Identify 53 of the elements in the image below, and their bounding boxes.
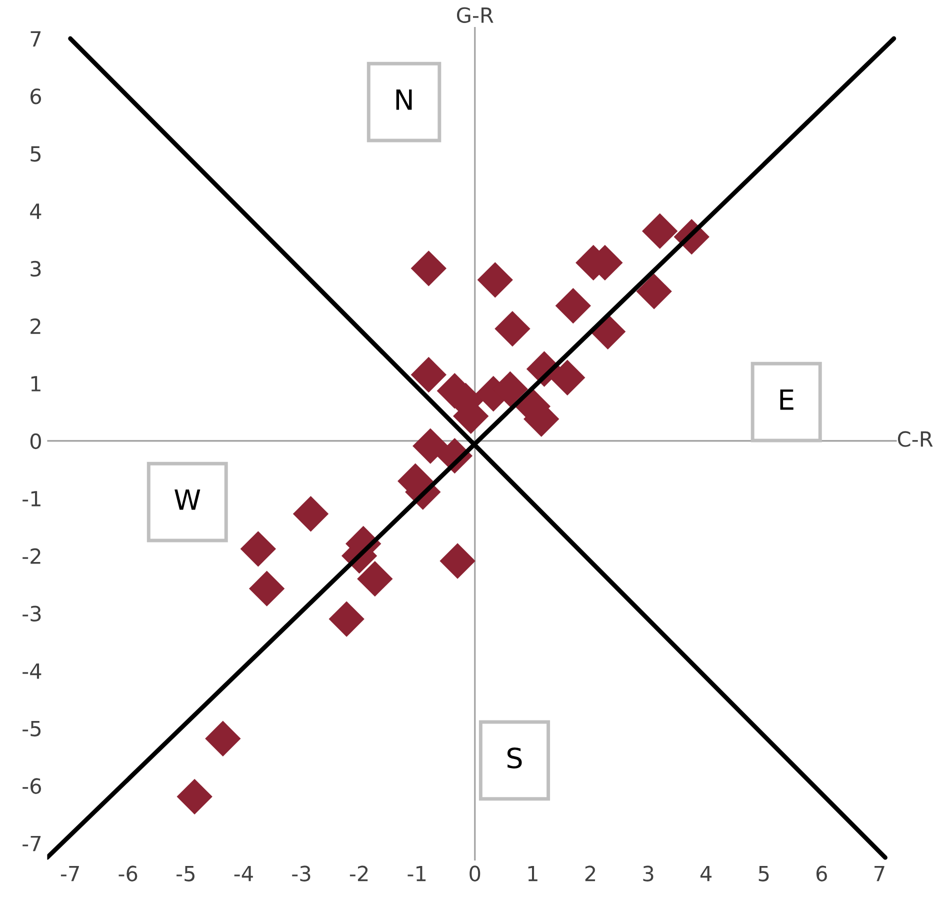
y-tick-label: -7 bbox=[22, 836, 41, 852]
x-tick-label: -3 bbox=[292, 866, 310, 882]
x-tick-label: 4 bbox=[700, 866, 712, 882]
point bbox=[477, 262, 513, 298]
point bbox=[248, 570, 285, 606]
point bbox=[550, 360, 586, 396]
y-tick-label: 2 bbox=[30, 318, 40, 334]
y-tick-label: -6 bbox=[22, 778, 42, 794]
y-tick-label: 3 bbox=[30, 260, 41, 277]
y-tick-label: 6 bbox=[30, 88, 42, 104]
annotation: N bbox=[396, 89, 412, 110]
point bbox=[410, 356, 446, 393]
x-tick-label: 5 bbox=[758, 866, 769, 882]
point bbox=[205, 720, 241, 756]
point bbox=[410, 250, 446, 286]
x-tick-label: -2 bbox=[350, 866, 368, 882]
y-tick-label: 0 bbox=[30, 433, 41, 450]
point bbox=[642, 213, 678, 249]
point bbox=[440, 543, 476, 579]
annotation: W bbox=[174, 489, 200, 510]
x-tick-label: 2 bbox=[585, 866, 596, 882]
x-tick-label: -6 bbox=[118, 866, 138, 882]
point bbox=[240, 531, 276, 567]
point bbox=[292, 496, 329, 532]
x-tick-label: 1 bbox=[528, 866, 538, 882]
point bbox=[357, 560, 393, 597]
ref-line-label: C-R bbox=[898, 431, 933, 447]
annotation: S bbox=[507, 747, 522, 769]
y-tick-label: 7 bbox=[30, 31, 41, 46]
y-tick-label: -1 bbox=[22, 491, 40, 506]
x-tick-label: -5 bbox=[176, 866, 194, 882]
x-tick-label: -4 bbox=[234, 866, 253, 882]
point bbox=[636, 274, 672, 310]
x-tick-label: 7 bbox=[874, 866, 884, 882]
y-tick-label: 5 bbox=[30, 146, 41, 162]
y-tick-label: 4 bbox=[30, 204, 42, 219]
x-tick-label: -1 bbox=[408, 866, 426, 882]
y-tick-label: 1 bbox=[31, 376, 40, 392]
point bbox=[555, 288, 591, 324]
x-tick-label: 0 bbox=[470, 866, 480, 882]
ref-line-label: G-R bbox=[456, 7, 494, 23]
point bbox=[412, 428, 448, 464]
annotation: E bbox=[780, 389, 794, 410]
y-tick-label: -4 bbox=[22, 664, 42, 679]
y-tick-label: -3 bbox=[22, 606, 41, 622]
y-tick-label: -2 bbox=[22, 548, 40, 564]
x-tick-label: -7 bbox=[60, 866, 79, 882]
point bbox=[176, 778, 212, 814]
x-tick-label: 6 bbox=[816, 866, 827, 882]
point bbox=[494, 310, 530, 347]
y-tick-label: -5 bbox=[22, 720, 41, 736]
point bbox=[328, 601, 364, 637]
x-tick-label: 3 bbox=[643, 866, 654, 882]
